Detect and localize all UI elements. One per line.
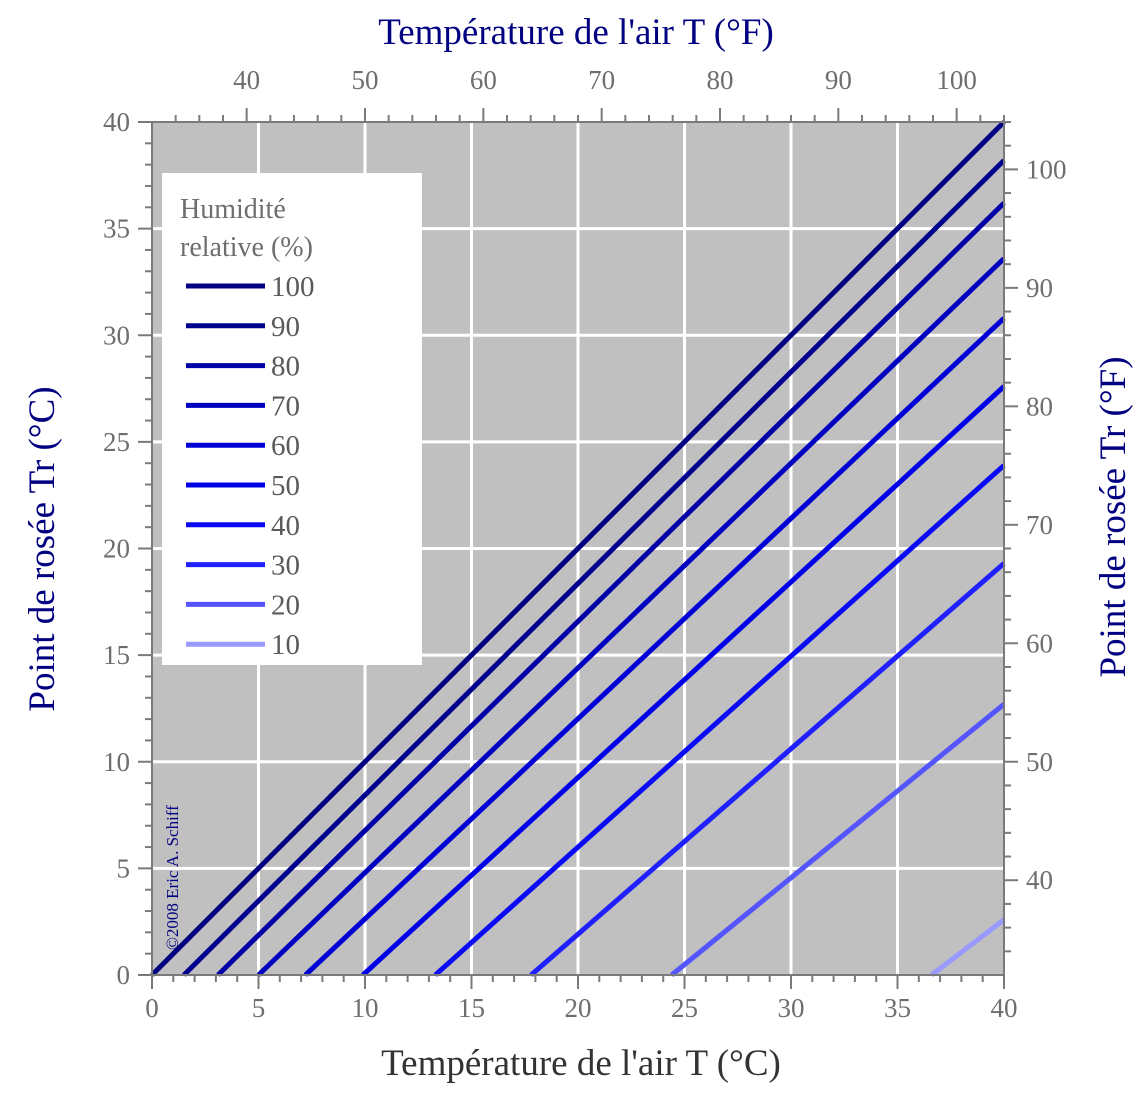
- y2-tick-label-70: 70: [1026, 510, 1053, 540]
- y2-tick-label-100: 100: [1026, 154, 1067, 184]
- x2-axis-title: Température de l'air T (°F): [378, 12, 774, 53]
- y2-tick-label-80: 80: [1026, 391, 1053, 421]
- y2-tick-label-50: 50: [1026, 747, 1053, 777]
- y-axis-title: Point de rosée Tr (°C): [22, 386, 63, 711]
- x-axis-title: Température de l'air T (°C): [381, 1043, 781, 1084]
- y-tick-label-5: 5: [117, 853, 131, 883]
- x2-tick-label-40: 40: [233, 65, 260, 95]
- legend-label-20: 20: [271, 589, 300, 621]
- series-line-20: [670, 702, 1006, 977]
- copyright-text: ©2008 Eric A. Schiff: [163, 805, 182, 950]
- x-tick-label-40: 40: [991, 993, 1018, 1023]
- x2-tick-label-100: 100: [936, 65, 977, 95]
- x-tick-label-30: 30: [778, 993, 805, 1023]
- y2-tick-label-60: 60: [1026, 628, 1053, 658]
- legend-title-line2: relative (%): [180, 232, 313, 263]
- series-line-100: [150, 120, 1006, 977]
- x-tick-label-35: 35: [884, 993, 911, 1023]
- legend-label-80: 80: [271, 351, 300, 383]
- x2-tick-label-90: 90: [825, 65, 852, 95]
- legend-label-30: 30: [271, 550, 300, 582]
- y2-axis-title: Point de rosée Tr (°F): [1093, 356, 1134, 677]
- series-line-30: [529, 561, 1006, 977]
- tick-labels: 0 5 10 15 20 25 30 35 40 0 5 10 15 20 25 30 35 40 40 50 60 70…: [103, 65, 1067, 1023]
- y-tick-label-20: 20: [103, 534, 130, 564]
- x-tick-label-25: 25: [671, 993, 698, 1023]
- y2-tick-label-90: 90: [1026, 273, 1053, 303]
- legend-entries: 100 90 80 70 60 50 40 30 20 10: [186, 271, 315, 661]
- legend-label-90: 90: [271, 311, 300, 343]
- x-tick-label-15: 15: [458, 993, 485, 1023]
- legend-title-line1: Humidité: [180, 194, 286, 225]
- series-line-70: [256, 256, 1006, 977]
- legend-box: [162, 173, 422, 665]
- y-tick-label-15: 15: [103, 640, 130, 670]
- legend: Humidité relative (%) 100 90 80 70 60 50 40 30 2…: [162, 173, 422, 665]
- x2-tick-label-50: 50: [352, 65, 379, 95]
- x2-tick-label-60: 60: [470, 65, 497, 95]
- series-lines: [150, 120, 1006, 977]
- y2-tick-label-40: 40: [1026, 865, 1053, 895]
- x-tick-label-0: 0: [145, 993, 159, 1023]
- series-line-40: [433, 463, 1006, 977]
- legend-label-60: 60: [271, 430, 300, 462]
- series-line-50: [361, 384, 1006, 977]
- legend-label-50: 50: [271, 470, 300, 502]
- x2-tick-label-80: 80: [707, 65, 734, 95]
- y-tick-label-30: 30: [103, 320, 130, 350]
- legend-label-70: 70: [271, 390, 300, 422]
- x2-tick-label-70: 70: [588, 65, 615, 95]
- y-tick-label-40: 40: [103, 107, 130, 137]
- y-tick-label-0: 0: [117, 960, 131, 990]
- x-tick-label-20: 20: [565, 993, 592, 1023]
- legend-label-10: 10: [271, 629, 300, 661]
- legend-label-40: 40: [271, 510, 300, 542]
- ticks: [138, 108, 1018, 989]
- y-tick-label-10: 10: [103, 747, 130, 777]
- legend-label-100: 100: [271, 271, 315, 303]
- x-tick-label-10: 10: [352, 993, 379, 1023]
- x-tick-label-5: 5: [252, 993, 266, 1023]
- series-line-60: [303, 316, 1006, 977]
- series-line-80: [216, 201, 1006, 977]
- series-line-90: [182, 158, 1006, 977]
- y-tick-label-25: 25: [103, 427, 130, 457]
- y-tick-label-35: 35: [103, 214, 130, 244]
- series-line-10: [930, 917, 1006, 977]
